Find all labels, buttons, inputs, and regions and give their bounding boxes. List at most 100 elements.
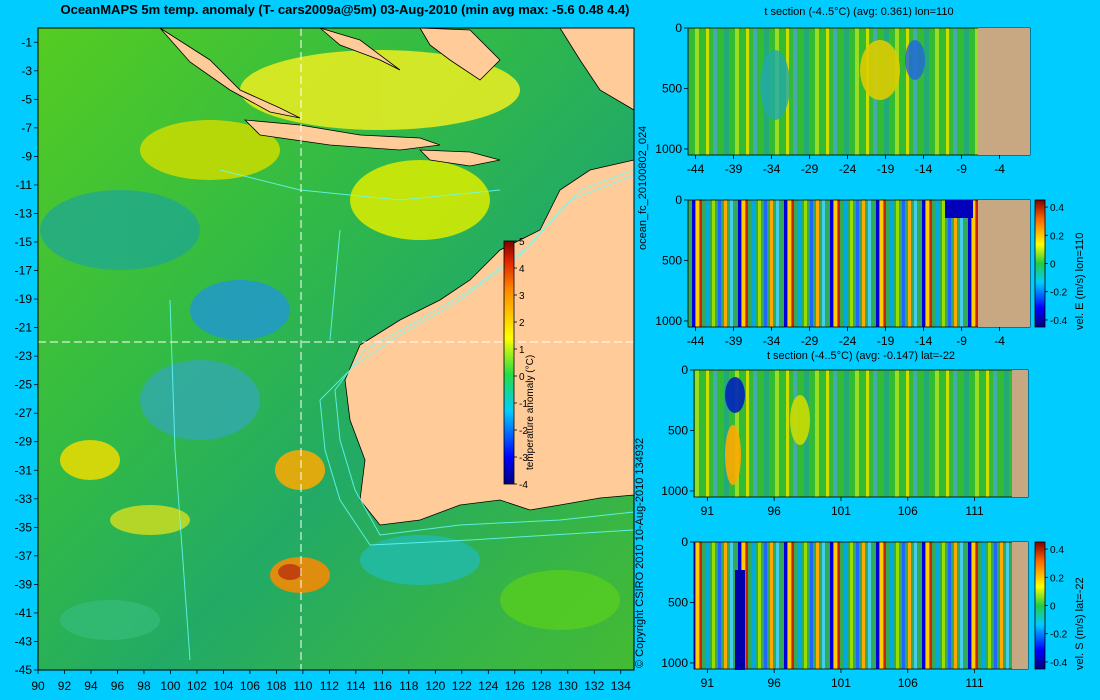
section-x-tick-label: -29: [801, 334, 819, 348]
section-x-tick-label: 91: [701, 504, 715, 518]
section-colorbar-tick-label: -0.4: [1050, 658, 1068, 669]
map-x-tick-label: 90: [31, 679, 45, 693]
section-x-tick-label: -19: [877, 162, 895, 176]
map-y-tick-label: -23: [15, 349, 33, 363]
section-colorbar-tick-label: 0.4: [1050, 545, 1064, 556]
vel-s-colorbar-label: vel. S (m/s) lat=-22: [1074, 577, 1086, 670]
section-x-tick-label: -14: [915, 334, 933, 348]
section-x-tick-label: -19: [877, 334, 895, 348]
map-x-tick-label: 134: [611, 679, 631, 693]
panel-t-section-lon: [687, 27, 1031, 156]
map-y-tick-label: -11: [16, 178, 33, 192]
section-x-tick-label: -4: [994, 162, 1005, 176]
map-y-tick-label: -13: [15, 206, 33, 220]
map-y-tick-label: -9: [21, 149, 32, 163]
map-x-tick-label: 128: [531, 679, 551, 693]
map-colorbar-tick-label: 4: [519, 264, 525, 275]
map-y-tick-label: -21: [15, 321, 33, 335]
map-y-tick-label: -43: [15, 634, 33, 648]
map-panel: [37, 27, 635, 671]
section-y-tick-label: 500: [668, 423, 688, 437]
section-y-tick-label: 500: [662, 253, 682, 267]
section-x-tick-label: 91: [701, 676, 715, 690]
t-section-lat-title: t section (-4..5°C) (avg: -0.147) lat=-2…: [766, 350, 956, 362]
map-x-tick-label: 124: [478, 679, 498, 693]
map-x-tick-label: 96: [111, 679, 125, 693]
section-x-tick-label: -24: [839, 334, 857, 348]
map-x-tick-label: 102: [187, 679, 207, 693]
section-x-tick-label: -14: [915, 162, 933, 176]
section-x-tick-label: -29: [801, 162, 819, 176]
panel-vel-s-section: [693, 541, 1046, 670]
map-x-tick-label: 100: [160, 679, 180, 693]
map-colorbar-tick-label: 1: [519, 345, 525, 356]
section-y-tick-label: 0: [681, 535, 688, 549]
section-y-tick-label: 1000: [661, 484, 688, 498]
map-y-tick-label: -1: [21, 35, 32, 49]
map-y-tick-label: -5: [21, 92, 32, 106]
map-x-tick-label: 132: [584, 679, 604, 693]
map-y-tick-label: -37: [15, 549, 33, 563]
section-colorbar-tick-label: 0.2: [1050, 573, 1064, 584]
section-x-tick-label: -39: [725, 162, 743, 176]
section-x-tick-label: 106: [898, 676, 918, 690]
map-y-tick-label: -33: [15, 492, 33, 506]
section-x-tick-label: -9: [956, 334, 967, 348]
map-y-tick-label: -29: [15, 435, 33, 449]
map-colorbar-ticks: 5 4 3 2 1 0 -1 -2 -3 -4: [514, 237, 528, 491]
copyright-label: © Copyright CSIRO 2010 10-Aug-2010 13493…: [634, 437, 646, 668]
map-x-tick-label: 94: [84, 679, 98, 693]
section-y-tick-label: 1000: [655, 314, 682, 328]
section-y-tick-label: 1000: [661, 656, 688, 670]
section-x-tick-label: -4: [994, 334, 1005, 348]
map-y-tick-label: -31: [15, 463, 33, 477]
section-colorbar-tick-label: 0: [1050, 602, 1056, 613]
map-colorbar-tick-label: -4: [519, 480, 528, 491]
section-x-tick-label: 96: [767, 676, 781, 690]
map-x-tick-label: 118: [399, 679, 418, 693]
map-colorbar-tick-label: 2: [519, 318, 525, 329]
map-x-tick-label: 108: [266, 679, 286, 693]
map-colorbar-tick-label: 3: [519, 291, 525, 302]
map-y-tick-label: -41: [15, 606, 33, 620]
section-x-tick-label: 111: [965, 504, 984, 518]
section-x-tick-label: -24: [839, 162, 857, 176]
map-x-tick-label: 122: [452, 679, 472, 693]
map-x-tick-label: 92: [58, 679, 72, 693]
panel-t-section-lat: [693, 369, 1029, 498]
map-colorbar-tick-label: 0: [519, 372, 525, 383]
map-y-tick-label: -45: [15, 663, 33, 677]
section-x-tick-label: -44: [687, 162, 705, 176]
map-y-tick-label: -35: [15, 520, 33, 534]
map-x-tick-label: 104: [213, 679, 233, 693]
section-x-tick-label: -34: [763, 334, 781, 348]
map-x-tick-label: 116: [373, 679, 392, 693]
section-x-tick-label: 101: [831, 504, 851, 518]
forecast-id-label: ocean_fc_20100802_024: [637, 125, 649, 250]
section-colorbar-tick-label: 0.2: [1050, 231, 1064, 242]
map-colorbar-tick-label: 5: [519, 237, 525, 248]
section-x-tick-label: -44: [687, 334, 705, 348]
map-x-axis: 90 92 94 96 98 100 102 104 106 108 110 112 114 116 118…: [31, 670, 631, 693]
map-y-axis: -1 -3 -5 -7 -9 -11 -13 -15 -17 -19 -21 -23 -25 -27 -29…: [15, 35, 38, 677]
map-x-tick-label: 130: [558, 679, 578, 693]
section-x-tick-label: 96: [767, 504, 781, 518]
vel-s-colorbar: [1034, 541, 1046, 670]
section-colorbar-tick-label: 0: [1050, 260, 1056, 271]
panel-vel-e-section: [687, 199, 1046, 328]
map-x-tick-label: 110: [293, 679, 312, 693]
map-y-tick-label: -17: [15, 264, 33, 278]
section-y-tick-label: 1000: [655, 142, 682, 156]
map-x-tick-label: 112: [320, 679, 339, 693]
map-colorbar-tick-label: -1: [519, 399, 528, 410]
vel-e-colorbar: [1034, 199, 1046, 328]
map-y-tick-label: -7: [21, 121, 32, 135]
section-y-tick-label: 0: [675, 21, 682, 35]
t-section-lon-title: t section (-4..5°C) (avg: 0.361) lon=110: [764, 6, 954, 18]
section-x-tick-label: 106: [898, 504, 918, 518]
map-x-tick-label: 98: [137, 679, 151, 693]
section-y-tick-label: 500: [668, 595, 688, 609]
section-x-tick-label: 111: [965, 676, 984, 690]
map-x-tick-label: 120: [425, 679, 445, 693]
